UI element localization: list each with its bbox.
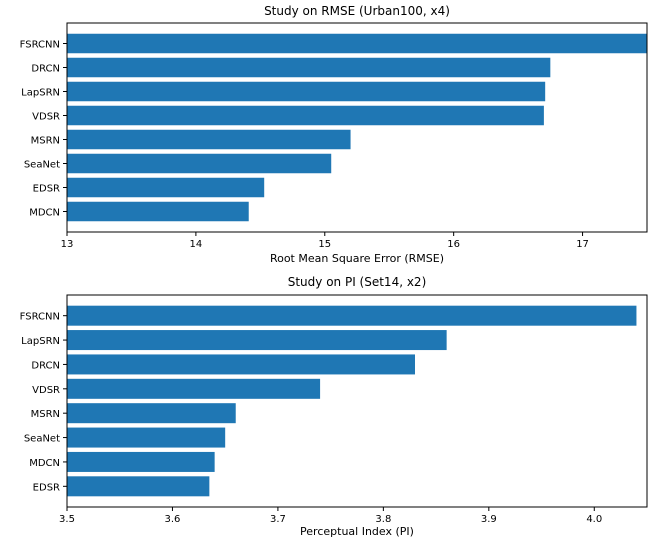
x-tick-label: 3.9 <box>481 514 497 525</box>
chart-title: Study on PI (Set14, x2) <box>288 275 427 289</box>
y-tick-label: LapSRN <box>21 336 60 347</box>
rmse-chart: Study on RMSE (Urban100, x4) FSRCNN DRCN L… <box>20 4 648 265</box>
bar-mdcn <box>67 451 215 472</box>
x-tick-label: 16 <box>447 239 460 250</box>
bar-drcn <box>67 57 551 78</box>
chart-title: Study on RMSE (Urban100, x4) <box>264 4 450 18</box>
bar-drcn <box>67 354 415 375</box>
bars <box>67 305 637 497</box>
bar-vdsr <box>67 105 544 126</box>
x-tick-label: 14 <box>190 239 203 250</box>
x-ticks: 13 14 15 16 17 <box>61 232 589 250</box>
y-tick-label: VDSR <box>32 385 60 396</box>
x-tick-label: 3.8 <box>375 514 391 525</box>
bar-seanet <box>67 427 226 448</box>
x-ticks: 3.5 3.6 3.7 3.8 3.9 4.0 <box>59 507 602 525</box>
y-tick-label: DRCN <box>31 360 60 371</box>
x-tick-label: 17 <box>576 239 589 250</box>
y-tick-label: EDSR <box>33 482 60 493</box>
bar-edsr <box>67 476 210 497</box>
bar-fsrcnn <box>67 305 637 326</box>
y-tick-labels: FSRCNN LapSRN DRCN VDSR MSRN SeaNet MDCN EDSR <box>20 312 67 493</box>
plot-frame <box>66 22 648 233</box>
x-tick-label: 13 <box>61 239 74 250</box>
y-tick-labels: FSRCNN DRCN LapSRN VDSR MSRN SeaNet EDSR MDCN <box>20 40 67 219</box>
y-tick-label: DRCN <box>31 64 60 75</box>
y-tick-label: MSRN <box>31 136 60 147</box>
bar-vdsr <box>67 378 321 399</box>
bar-mdcn <box>67 201 249 222</box>
y-tick-label: FSRCNN <box>20 312 60 323</box>
x-tick-label: 15 <box>318 239 331 250</box>
x-tick-label: 3.7 <box>270 514 286 525</box>
y-tick-label: SeaNet <box>24 160 60 171</box>
x-tick-label: 3.6 <box>165 514 181 525</box>
bar-lapsrn <box>67 81 546 102</box>
y-tick-label: SeaNet <box>24 434 60 445</box>
pi-chart: Study on PI (Set14, x2) FSRCNN LapSRN DRCN… <box>20 275 648 538</box>
y-tick-label: MDCN <box>29 208 60 219</box>
y-tick-label: MDCN <box>29 458 60 469</box>
plot-frame <box>66 294 648 508</box>
y-tick-label: FSRCNN <box>20 40 60 51</box>
bar-edsr <box>67 177 265 198</box>
y-tick-label: VDSR <box>32 112 60 123</box>
y-tick-label: LapSRN <box>21 88 60 99</box>
bars <box>67 33 647 222</box>
x-axis-label: Perceptual Index (PI) <box>300 525 414 538</box>
y-tick-label: EDSR <box>33 184 60 195</box>
x-tick-label: 3.5 <box>59 514 75 525</box>
bar-seanet <box>67 153 332 174</box>
bar-msrn <box>67 129 351 150</box>
y-tick-label: MSRN <box>31 409 60 420</box>
x-tick-label: 4.0 <box>586 514 602 525</box>
bar-fsrcnn <box>67 33 647 54</box>
x-axis-label: Root Mean Square Error (RMSE) <box>270 252 444 265</box>
bar-lapsrn <box>67 330 447 351</box>
bar-msrn <box>67 403 236 424</box>
